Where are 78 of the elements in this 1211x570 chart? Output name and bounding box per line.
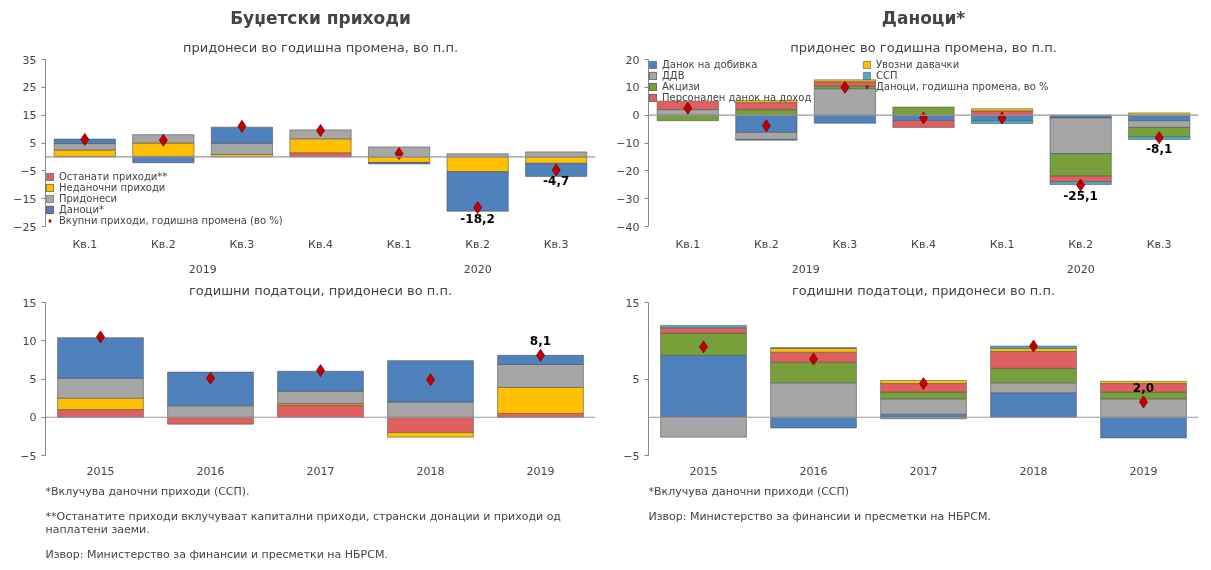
y-tick-label: 5: [632, 373, 640, 386]
x-tick-label: Кв.1: [989, 237, 1015, 251]
data-label: -8,1: [1146, 141, 1173, 156]
chart-title: Буџетски приходи: [230, 7, 411, 28]
legend-label: Неданочни приходи: [59, 182, 166, 193]
y-tick-label: −10: [616, 137, 640, 150]
y-tick-label: −30: [616, 192, 640, 206]
y-tick-label: 0: [632, 109, 640, 123]
y-tick-label: −5: [20, 449, 37, 463]
data-label: -25,1: [1063, 189, 1098, 204]
legend-label: ДДВ: [662, 70, 686, 81]
y-tick-label: −25: [13, 220, 37, 234]
y-tick-label: 5: [29, 373, 37, 386]
y-tick-label: 35: [22, 53, 37, 67]
legend-label: Даноци*: [59, 204, 104, 215]
text: 2019: [188, 262, 217, 276]
y-tick-label: 15: [625, 296, 640, 310]
chart-title: Даноци*: [881, 7, 966, 28]
x-tick-label: Кв.1: [675, 237, 701, 251]
x-tick-label: Кв.4: [308, 237, 333, 251]
y-tick-label: 0: [29, 411, 37, 425]
y-tick-label: −5: [20, 164, 37, 178]
x-tick-label: Кв.2: [465, 237, 491, 251]
x-tick-label: Кв.2: [753, 237, 779, 251]
legend-label: Данок на добивка: [662, 59, 759, 70]
x-tick-label: Кв.1: [386, 237, 412, 251]
x-tick-label: Кв.4: [911, 237, 936, 251]
x-tick-label: Кв.1: [72, 237, 98, 251]
legend-label: Акцизи: [662, 81, 701, 92]
y-tick-label: 15: [22, 296, 37, 310]
y-tick-label: 25: [22, 81, 37, 95]
text: Извор: Министерство за финансии и пресметки на НБРСМ.: [45, 547, 388, 561]
x-tick-label: 2017: [909, 464, 938, 478]
y-tick-label: 15: [22, 109, 37, 123]
x-tick-label: 2019: [1129, 464, 1158, 478]
x-tick-label: 2018: [1019, 464, 1048, 478]
y-tick-label: 10: [625, 81, 640, 95]
x-tick-label: 2017: [306, 464, 335, 478]
x-tick-label: 2016: [799, 464, 828, 478]
data-label: 8,1: [529, 334, 552, 349]
x-tick-label: 2018: [416, 464, 445, 478]
data-label: -4,7: [543, 174, 570, 188]
legend-label: Придонеси: [59, 193, 118, 204]
chart-title: годишни податоци, придонеси во п.п.: [791, 282, 1056, 298]
x-tick-label: Кв.3: [543, 237, 569, 251]
x-tick-label: 2019: [526, 464, 555, 478]
legend-label: Увозни давачки: [876, 59, 961, 70]
y-tick-label: −15: [13, 192, 37, 206]
legend-label: Останати приходи**: [59, 171, 168, 182]
text: 2020: [1066, 262, 1095, 276]
text: **Останатите приходи вклучуваат капитални приходи, странски донации и приходи од наплатени заеми.: [45, 509, 562, 536]
chart-subtitle: придонеси во годишна промена, во п.п.: [182, 39, 459, 55]
y-tick-label: −20: [616, 164, 640, 178]
x-tick-label: 2016: [196, 464, 225, 478]
y-tick-label: 5: [29, 137, 37, 150]
data-label: -18,2: [460, 211, 495, 226]
y-tick-label: −40: [616, 220, 640, 234]
x-tick-label: Кв.2: [150, 237, 176, 251]
text: *Вклучува даночни приходи (ССП): [648, 484, 850, 498]
x-tick-label: Кв.3: [832, 237, 858, 251]
legend-label: Даноци, годишна промена, во %: [876, 81, 1050, 92]
legend-label: ССП: [876, 70, 899, 81]
y-tick-label: 20: [625, 53, 640, 67]
chart-title: годишни податоци, придонеси во п.п.: [188, 282, 453, 298]
text: *Вклучува даночни приходи (ССП).: [45, 484, 250, 498]
text: 2020: [463, 262, 492, 276]
x-tick-label: 2015: [86, 464, 115, 478]
text: 2019: [791, 262, 820, 276]
chart-subtitle: придонес во годишна промена, во п.п.: [790, 39, 1057, 55]
x-tick-label: 2015: [689, 464, 718, 478]
legend-label: Вкупни приходи, годишна промена (во %): [59, 215, 283, 226]
text: Извор: Министерство за финансии и пресметки на НБРСМ.: [648, 509, 991, 523]
x-tick-label: Кв.3: [1146, 237, 1172, 251]
y-tick-label: −5: [623, 449, 640, 463]
data-label: 2,0: [1132, 380, 1155, 395]
x-tick-label: Кв.2: [1068, 237, 1094, 251]
x-tick-label: Кв.3: [229, 237, 255, 251]
y-tick-label: 10: [22, 334, 37, 348]
